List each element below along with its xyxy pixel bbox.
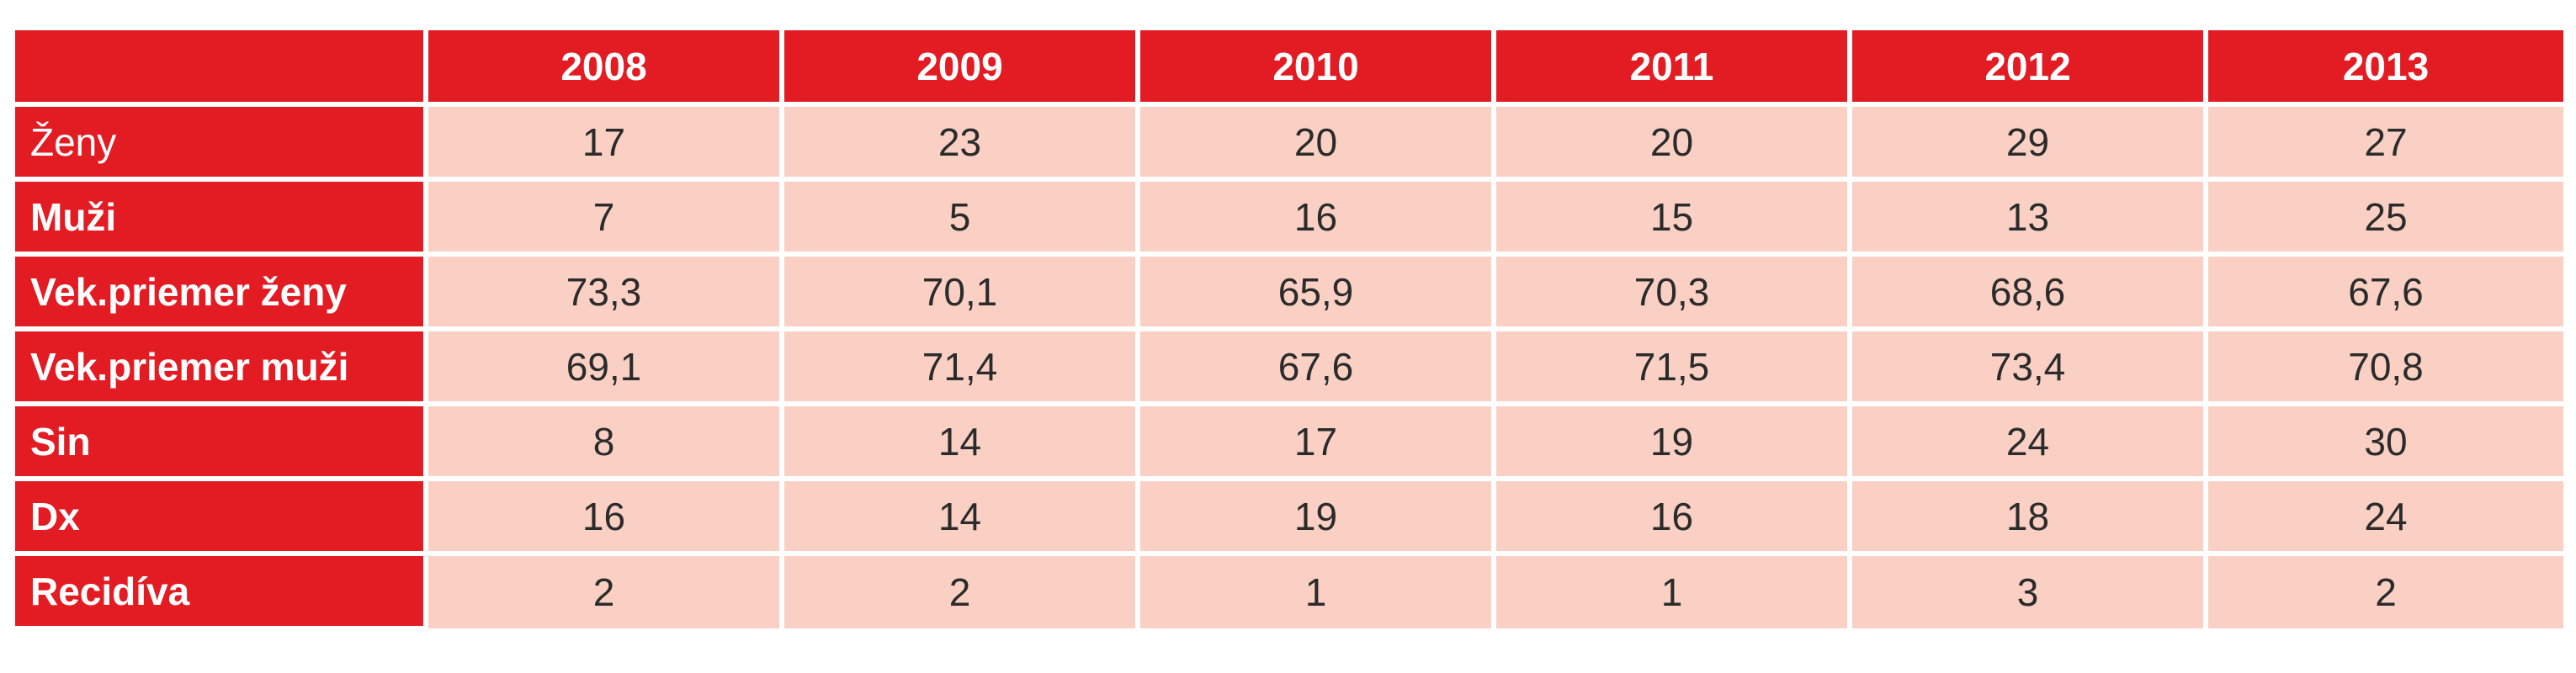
row-label-vek-priemer-zeny: Vek.priemer ženy <box>15 254 428 331</box>
table-row-vek-priemer-zeny: Vek.priemer ženy 73,3 70,1 65,9 70,3 68,… <box>15 254 2563 331</box>
table-cell: 14 <box>782 404 1140 481</box>
table-cell: 1 <box>1138 554 1496 628</box>
table-cell: 2 <box>426 554 784 628</box>
table-row-dx: Dx 16 14 19 16 18 24 <box>15 479 2563 556</box>
table-cell: 25 <box>2206 179 2563 257</box>
column-header-2011: 2011 <box>1494 30 1852 107</box>
table-cell: 67,6 <box>2206 254 2563 331</box>
table-cell: 18 <box>1850 479 2208 556</box>
table-row-vek-priemer-muzi: Vek.priemer muži 69,1 71,4 67,6 71,5 73,… <box>15 329 2563 406</box>
column-header-2008: 2008 <box>426 30 784 107</box>
table-cell: 17 <box>1138 404 1496 481</box>
column-header-2009: 2009 <box>782 30 1140 107</box>
row-label-zeny: Ženy <box>15 104 428 182</box>
table-cell: 70,3 <box>1494 254 1852 331</box>
table-cell: 69,1 <box>426 329 784 406</box>
table-cell: 7 <box>426 179 784 257</box>
table-cell: 16 <box>1494 479 1852 556</box>
table-cell: 17 <box>426 104 784 182</box>
table-cell: 20 <box>1494 104 1852 182</box>
table-cell: 27 <box>2206 104 2563 182</box>
table-cell: 2 <box>2206 554 2563 628</box>
header-corner-cell <box>15 30 428 107</box>
statistics-table: 2008 2009 2010 2011 2012 2013 Ženy 17 23… <box>15 30 2563 631</box>
column-header-2013: 2013 <box>2206 30 2563 107</box>
table-cell: 24 <box>2206 479 2563 556</box>
table-cell: 70,8 <box>2206 329 2563 406</box>
table-cell: 71,5 <box>1494 329 1852 406</box>
table-cell: 29 <box>1850 104 2208 182</box>
table-cell: 67,6 <box>1138 329 1496 406</box>
table-cell: 24 <box>1850 404 2208 481</box>
table-cell: 70,1 <box>782 254 1140 331</box>
row-label-dx: Dx <box>15 479 428 556</box>
table-cell: 13 <box>1850 179 2208 257</box>
table-cell: 73,3 <box>426 254 784 331</box>
table-cell: 71,4 <box>782 329 1140 406</box>
row-label-vek-priemer-muzi: Vek.priemer muži <box>15 329 428 406</box>
table-cell: 73,4 <box>1850 329 2208 406</box>
column-header-2010: 2010 <box>1138 30 1496 107</box>
table-cell: 15 <box>1494 179 1852 257</box>
table-cell: 65,9 <box>1138 254 1496 331</box>
table-cell: 2 <box>782 554 1140 628</box>
table-cell: 30 <box>2206 404 2563 481</box>
table-cell: 16 <box>426 479 784 556</box>
table-cell: 23 <box>782 104 1140 182</box>
row-label-sin: Sin <box>15 404 428 481</box>
header-row: 2008 2009 2010 2011 2012 2013 <box>15 30 2563 107</box>
table-row-recidiva: Recidíva 2 2 1 1 3 2 <box>15 554 2563 631</box>
statistics-table-container: 2008 2009 2010 2011 2012 2013 Ženy 17 23… <box>15 30 2563 631</box>
table-cell: 19 <box>1138 479 1496 556</box>
table-cell: 14 <box>782 479 1140 556</box>
table-cell: 8 <box>426 404 784 481</box>
row-label-recidiva: Recidíva <box>15 554 428 631</box>
table-cell: 16 <box>1138 179 1496 257</box>
row-label-muzi: Muži <box>15 179 428 257</box>
table-row-sin: Sin 8 14 17 19 24 30 <box>15 404 2563 481</box>
column-header-2012: 2012 <box>1850 30 2208 107</box>
table-cell: 5 <box>782 179 1140 257</box>
table-cell: 1 <box>1494 554 1852 628</box>
table-cell: 19 <box>1494 404 1852 481</box>
table-row-muzi: Muži 7 5 16 15 13 25 <box>15 179 2563 257</box>
table-cell: 20 <box>1138 104 1496 182</box>
table-row-zeny: Ženy 17 23 20 20 29 27 <box>15 104 2563 182</box>
table-cell: 68,6 <box>1850 254 2208 331</box>
table-cell: 3 <box>1850 554 2208 628</box>
